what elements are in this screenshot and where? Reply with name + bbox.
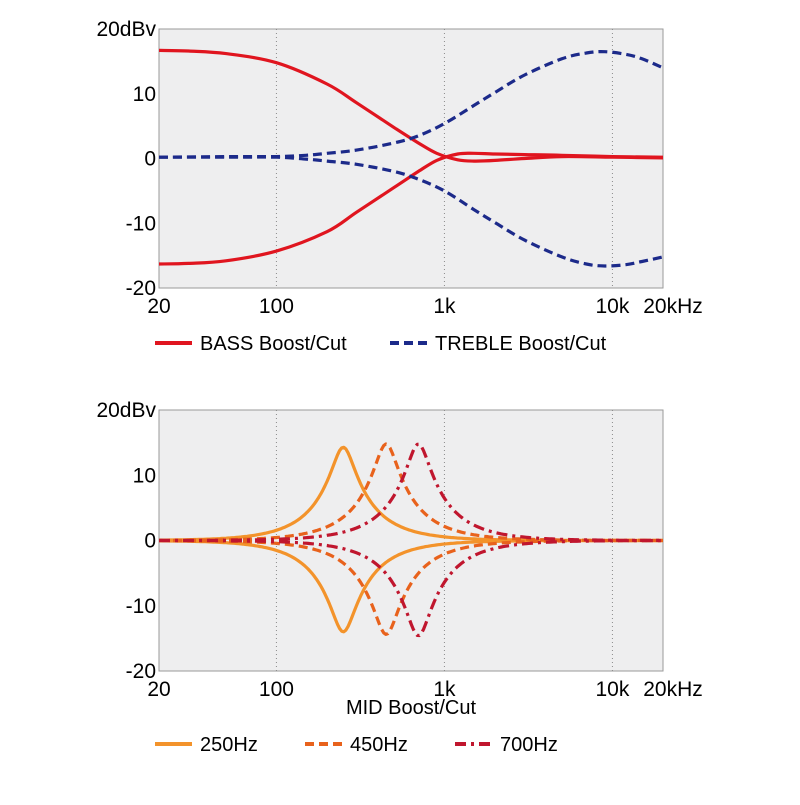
- series-line: [159, 48, 663, 163]
- y-tick-label: 20dBv: [96, 18, 156, 41]
- y-tick-label: -10: [126, 595, 156, 618]
- x-tick-label: 20: [147, 678, 170, 701]
- series-line: [159, 151, 663, 266]
- x-axis-title: MID Boost/Cut: [346, 697, 476, 719]
- series-line: [159, 155, 663, 268]
- x-tick-label: 20kHz: [643, 295, 703, 318]
- y-tick-label: 10: [133, 83, 156, 106]
- series-line: [159, 50, 663, 159]
- x-tick-label: 1k: [433, 678, 456, 701]
- y-tick-label: 0: [144, 530, 156, 553]
- y-tick-label: -20: [126, 277, 156, 300]
- y-tick-label: 10: [133, 464, 156, 487]
- legend-label: 250Hz: [200, 734, 258, 756]
- y-tick-label: -10: [126, 212, 156, 235]
- y-tick-label: -20: [126, 660, 156, 683]
- y-tick-label: 20dBv: [96, 399, 156, 422]
- y-tick-label: 0: [144, 148, 156, 171]
- x-tick-label: 10k: [595, 295, 629, 318]
- legend-label: BASS Boost/Cut: [200, 333, 347, 355]
- x-tick-label: 20: [147, 295, 170, 318]
- x-tick-label: 10k: [595, 678, 629, 701]
- series-line: [159, 538, 663, 638]
- x-tick-label: 100: [259, 295, 294, 318]
- plot-area: [158, 28, 664, 289]
- x-tick-label: 100: [259, 678, 294, 701]
- legend-label: 450Hz: [350, 734, 408, 756]
- legend-label: 700Hz: [500, 734, 558, 756]
- x-tick-label: 1k: [433, 295, 456, 318]
- series-line: [159, 442, 663, 543]
- legend-label: TREBLE Boost/Cut: [435, 333, 607, 355]
- x-tick-label: 20kHz: [643, 678, 703, 701]
